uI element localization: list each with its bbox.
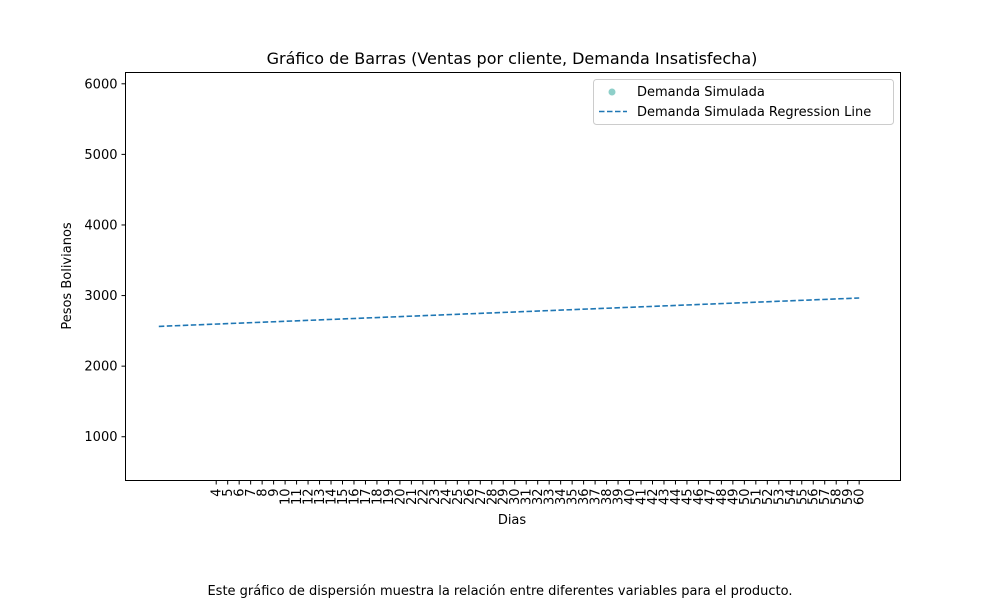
x-tick-label: 46	[692, 489, 707, 506]
legend-label-regression-line: Demanda Simulada Regression Line	[637, 105, 871, 120]
regression-line	[158, 297, 860, 328]
x-tick-label: 12	[302, 489, 317, 506]
x-tick-label: 45	[680, 489, 695, 506]
x-axis: 4567891011121314151617181920212223242526…	[210, 480, 868, 506]
x-tick-label: 42	[646, 489, 661, 506]
x-tick-label: 21	[405, 489, 420, 506]
legend: Demanda Simulada Demanda Simulada Regres…	[593, 79, 894, 125]
x-tick-label: 38	[600, 489, 615, 506]
x-tick-label: 32	[531, 489, 546, 506]
y-axis-label: Pesos Bolivianos	[60, 222, 75, 330]
x-tick-label: 41	[635, 489, 650, 506]
x-tick-label: 25	[451, 489, 466, 506]
x-axis-label: Dias	[498, 513, 527, 528]
x-tick-label: 34	[554, 489, 569, 506]
x-tick-label: 43	[657, 489, 672, 506]
x-tick-label: 56	[807, 489, 822, 506]
x-tick-label: 18	[370, 489, 385, 506]
y-tick-label: 5000	[84, 148, 117, 163]
x-tick-label: 22	[416, 489, 431, 506]
x-tick-label: 30	[508, 489, 523, 506]
y-tick-label: 1000	[84, 430, 117, 445]
x-tick-label: 57	[818, 489, 833, 506]
x-tick-label: 28	[485, 489, 500, 506]
x-tick-label: 59	[841, 489, 856, 506]
x-tick-label: 6	[233, 489, 248, 497]
x-tick-label: 13	[313, 489, 328, 506]
x-tick-label: 49	[726, 489, 741, 506]
x-tick-label: 51	[749, 489, 764, 506]
x-tick-label: 36	[577, 489, 592, 506]
chart-title: Gráfico de Barras (Ventas por cliente, D…	[267, 49, 758, 68]
x-tick-label: 15	[336, 489, 351, 506]
x-tick-label: 8	[256, 489, 271, 497]
chart-caption: Este gráfico de dispersión muestra la re…	[207, 584, 793, 599]
x-tick-label: 31	[520, 489, 535, 506]
x-tick-label: 16	[347, 489, 362, 506]
x-tick-label: 48	[715, 489, 730, 506]
plot-area	[158, 297, 860, 328]
y-tick-label: 2000	[84, 360, 117, 375]
x-tick-label: 60	[853, 489, 868, 506]
x-tick-label: 29	[497, 488, 512, 505]
y-axis: 1000 2000 3000 4000 5000 6000	[84, 77, 126, 445]
x-tick-label: 50	[738, 489, 753, 506]
x-tick-label: 53	[772, 489, 787, 506]
x-tick-label: 7	[244, 489, 259, 497]
x-tick-label: 19	[382, 489, 397, 506]
x-tick-label: 17	[359, 489, 374, 506]
x-tick-label: 54	[784, 489, 799, 506]
x-tick-label: 40	[623, 489, 638, 506]
x-tick-label: 4	[210, 489, 225, 497]
x-tick-label: 35	[566, 489, 581, 506]
legend-label-demanda-simulada: Demanda Simulada	[637, 85, 765, 100]
plot-frame	[125, 72, 901, 481]
x-tick-label: 11	[290, 489, 305, 506]
x-tick-label: 26	[462, 489, 477, 506]
y-tick-label: 4000	[84, 218, 117, 233]
x-tick-label: 5	[221, 489, 236, 497]
x-tick-label: 37	[589, 489, 604, 506]
x-tick-label: 24	[439, 489, 454, 506]
x-tick-label: 47	[703, 489, 718, 506]
x-tick-label: 55	[795, 489, 810, 506]
x-tick-label: 14	[325, 489, 340, 506]
y-tick-label: 6000	[84, 77, 117, 92]
legend-box	[593, 79, 894, 125]
y-tick-label: 3000	[84, 289, 117, 304]
x-tick-label: 9	[267, 489, 282, 497]
x-tick-label: 20	[393, 489, 408, 506]
x-tick-label: 52	[761, 489, 776, 506]
x-tick-label: 27	[474, 489, 489, 506]
x-tick-label: 23	[428, 489, 443, 506]
legend-marker-demanda-simulada	[608, 88, 616, 96]
x-tick-label: 44	[669, 489, 684, 506]
x-tick-label: 39	[612, 489, 627, 506]
x-tick-label: 10	[279, 489, 294, 506]
x-tick-label: 58	[830, 489, 845, 506]
x-tick-label: 33	[543, 489, 558, 506]
